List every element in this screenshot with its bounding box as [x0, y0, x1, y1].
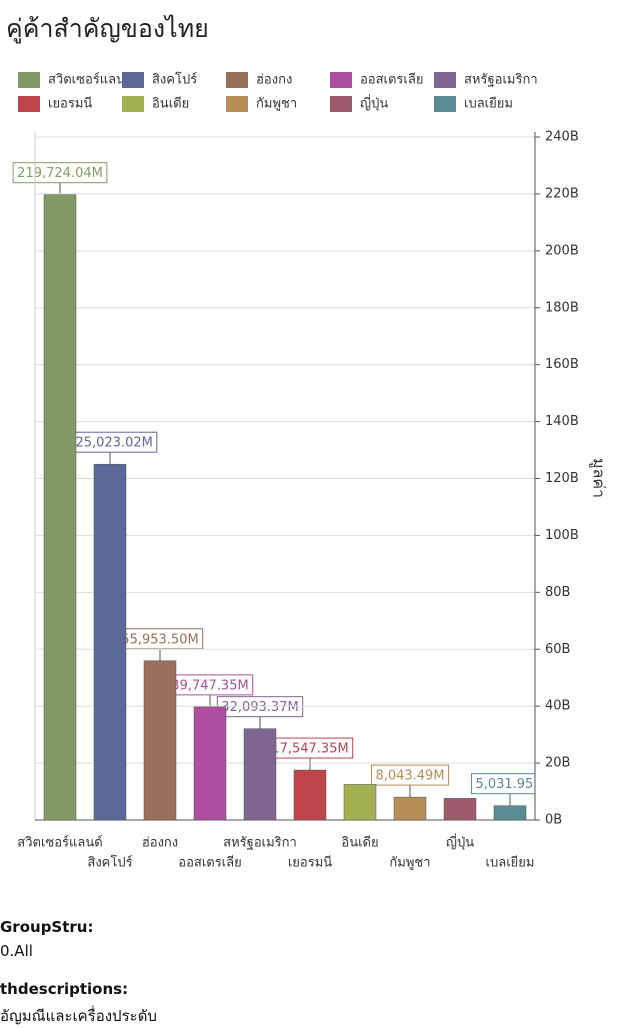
- y-tick-label: 60B: [545, 642, 570, 657]
- x-tick-label: ญี่ปุ่น: [446, 834, 474, 851]
- legend-label: กัมพูชา: [256, 97, 297, 112]
- y-tick-label: 160B: [545, 357, 579, 372]
- filter-value: อัญมณีและเครื่องประดับ: [0, 1007, 157, 1025]
- filter-label: GroupStru:: [0, 918, 94, 936]
- y-tick-label: 180B: [545, 300, 579, 315]
- x-tick-label: สวิตเซอร์แลนด์: [17, 835, 102, 851]
- filter-value: 0.All: [0, 942, 33, 960]
- value-labels: 219,724.04M 125,023.02M 55,953.50M 39,747.3…: [12, 162, 544, 806]
- y-tick-label: 200B: [545, 243, 579, 258]
- legend-label: สหรัฐอเมริกา: [464, 73, 538, 88]
- y-tick-label: 80B: [545, 585, 570, 600]
- legend-swatch: [330, 96, 352, 112]
- legend-swatch: [434, 72, 456, 88]
- bar: [393, 796, 427, 821]
- legend-label: อินเดีย: [152, 96, 189, 112]
- y-tick-label: 100B: [545, 528, 579, 543]
- value-label: 39,747.35M: [171, 678, 248, 693]
- bar: [43, 194, 77, 821]
- value-label: 125,023.02M: [67, 436, 153, 451]
- bar: [143, 660, 177, 821]
- label-box: [12, 162, 108, 184]
- y-tick-label: 220B: [545, 186, 579, 201]
- legend-swatch: [122, 72, 144, 88]
- x-tick-label: กัมพูชา: [389, 856, 430, 871]
- bar: [443, 798, 477, 821]
- x-tick-label: ฮ่องกง: [142, 836, 178, 851]
- x-tick-label: สหรัฐอเมริกา: [223, 836, 297, 851]
- legend-label: ฮ่องกง: [256, 73, 292, 88]
- x-tick-label: อินเดีย: [341, 835, 378, 851]
- y-tick-label: 120B: [545, 471, 579, 486]
- legend-label: สิงคโปร์: [152, 72, 197, 88]
- x-tick-label: เยอรมนี: [288, 855, 332, 871]
- y-axis-label: มูลค่า: [589, 458, 609, 498]
- value-label: 8,043.49M: [375, 769, 444, 784]
- bar: [293, 769, 327, 821]
- legend-label: เยอรมนี: [48, 96, 92, 112]
- legend-swatch: [434, 96, 456, 112]
- filter-label: thdescriptions:: [0, 980, 129, 998]
- x-tick-label: ออสเตรเลีย: [178, 855, 241, 871]
- label-box: [370, 764, 450, 786]
- legend-label: เบลเยียม: [464, 96, 513, 112]
- legend-swatch: [122, 96, 144, 112]
- bar: [193, 706, 227, 821]
- legend-swatch: [330, 72, 352, 88]
- legend-swatch: [226, 72, 248, 88]
- legend-swatch: [18, 72, 40, 88]
- x-tick-label: สิงคโปร์: [87, 855, 132, 871]
- legend-label: สวิตเซอร์แลนด์: [48, 72, 133, 88]
- y-tick-label: 0B: [545, 813, 562, 828]
- chart: คู่ค้าสำคัญของไทย มูลค่า 219,724.04M 125,…: [6, 14, 609, 871]
- bar: [243, 728, 277, 821]
- bar: [343, 784, 377, 821]
- y-tick-label: 20B: [545, 756, 570, 771]
- y-tick-label: 240B: [545, 130, 579, 145]
- legend-swatch: [226, 96, 248, 112]
- label-box: [470, 773, 535, 795]
- legend-swatch: [18, 96, 40, 112]
- legend-label: ญี่ปุ่น: [360, 95, 388, 112]
- y-tick-label: 40B: [545, 699, 570, 714]
- chart-title: คู่ค้าสำคัญของไทย: [6, 14, 209, 44]
- value-label: 55,953.50M: [121, 632, 198, 647]
- value-label: 219,724.04M: [17, 166, 103, 181]
- value-label: 17,547.35M: [271, 742, 348, 757]
- legend-label: ออสเตรเลีย: [360, 72, 423, 88]
- y-tick-label: 140B: [545, 414, 579, 429]
- value-label: 5,031.95M: [475, 777, 544, 792]
- value-label: 32,093.37M: [221, 700, 298, 715]
- bar: [493, 805, 527, 821]
- x-tick-label: เบลเยียม: [486, 855, 535, 871]
- bar: [93, 463, 127, 821]
